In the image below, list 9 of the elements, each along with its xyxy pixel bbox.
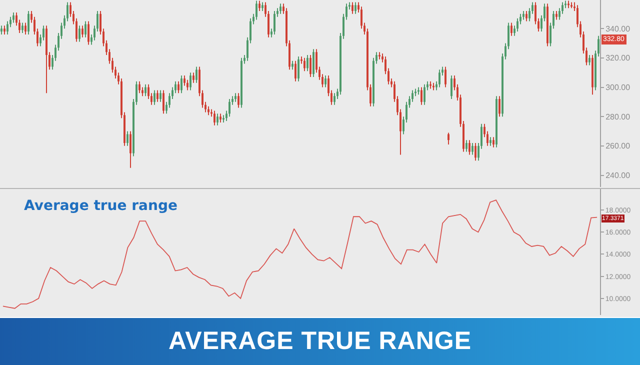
y-tick-label: 320.00	[606, 54, 631, 63]
y-tick-label: 240.00	[606, 171, 631, 180]
text: Average true range	[24, 198, 178, 214]
y-tick-label: 280.00	[606, 112, 631, 122]
y-tick-label: 300.00	[606, 83, 631, 92]
y-tick-label: 260.00	[606, 142, 631, 151]
y-tick-label: 340.00	[606, 24, 631, 34]
line-series	[2, 200, 598, 309]
text: AVERAGE TRUE RANGE	[168, 327, 472, 356]
